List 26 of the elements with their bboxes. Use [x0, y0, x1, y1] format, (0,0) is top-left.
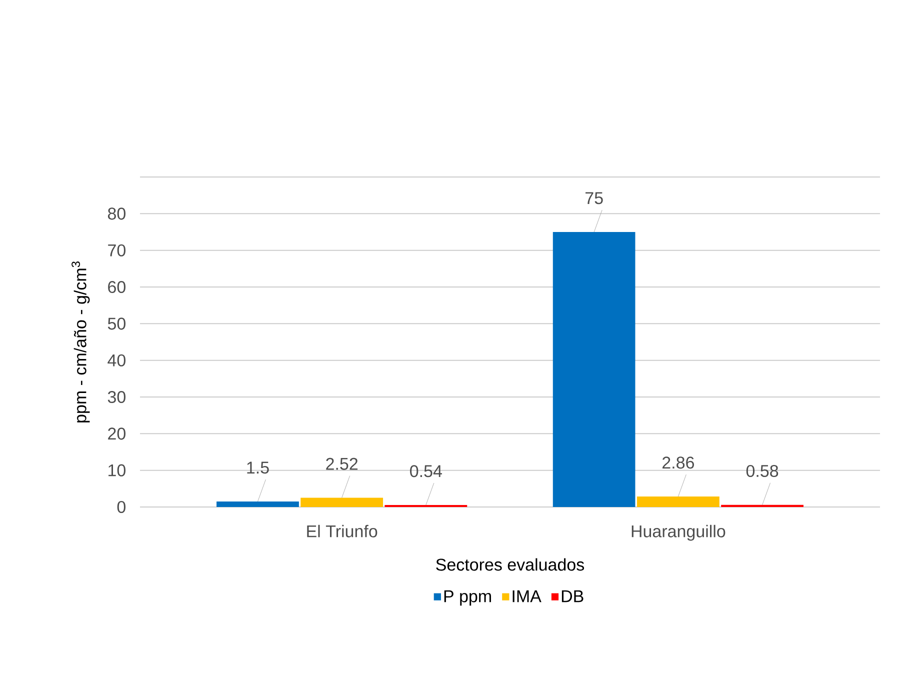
- data-label: 0.54: [410, 465, 442, 478]
- y-tick-label: 80: [108, 208, 126, 220]
- y-tick-label: 10: [108, 464, 126, 476]
- data-label: 75: [586, 192, 603, 204]
- legend-label: P ppm: [444, 590, 491, 606]
- y-tick-label: 30: [108, 390, 126, 404]
- x-axis-title: Sectores evaluados: [436, 558, 584, 571]
- data-label: 1.5: [247, 462, 269, 474]
- y-axis-title: ppm - cm/año - g/cm$^{3}$: [72, 262, 90, 422]
- legend-label: IMA: [512, 590, 542, 602]
- bar: [636, 496, 720, 507]
- data-label: 2.86: [662, 456, 694, 469]
- bar: [216, 502, 299, 507]
- y-tick-label: 20: [108, 428, 126, 440]
- y-tick-label: 0: [117, 500, 126, 514]
- bar: [552, 232, 636, 507]
- y-tick-label: 60: [108, 280, 126, 294]
- data-label: 2.52: [326, 458, 358, 470]
- bar: [300, 498, 384, 507]
- y-tick-label: 50: [108, 318, 126, 330]
- data-label: 0.58: [746, 464, 778, 478]
- y-tick-label: 40: [108, 354, 126, 366]
- x-tick-label: El Triunfo: [307, 524, 378, 538]
- x-tick-label: Huaranguillo: [632, 524, 726, 541]
- y-tick-label: 70: [108, 244, 126, 256]
- legend-label: DB: [562, 590, 584, 602]
